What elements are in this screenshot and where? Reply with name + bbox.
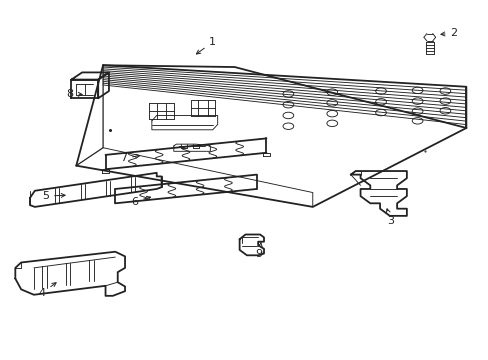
- Text: 8: 8: [66, 89, 82, 99]
- Text: 4: 4: [39, 283, 56, 298]
- Text: 7: 7: [120, 153, 140, 163]
- Text: 6: 6: [131, 196, 150, 207]
- Text: 9: 9: [255, 243, 262, 258]
- Text: 3: 3: [386, 209, 393, 226]
- Text: 5: 5: [42, 191, 65, 201]
- Text: 2: 2: [440, 28, 457, 38]
- Text: 1: 1: [196, 37, 216, 54]
